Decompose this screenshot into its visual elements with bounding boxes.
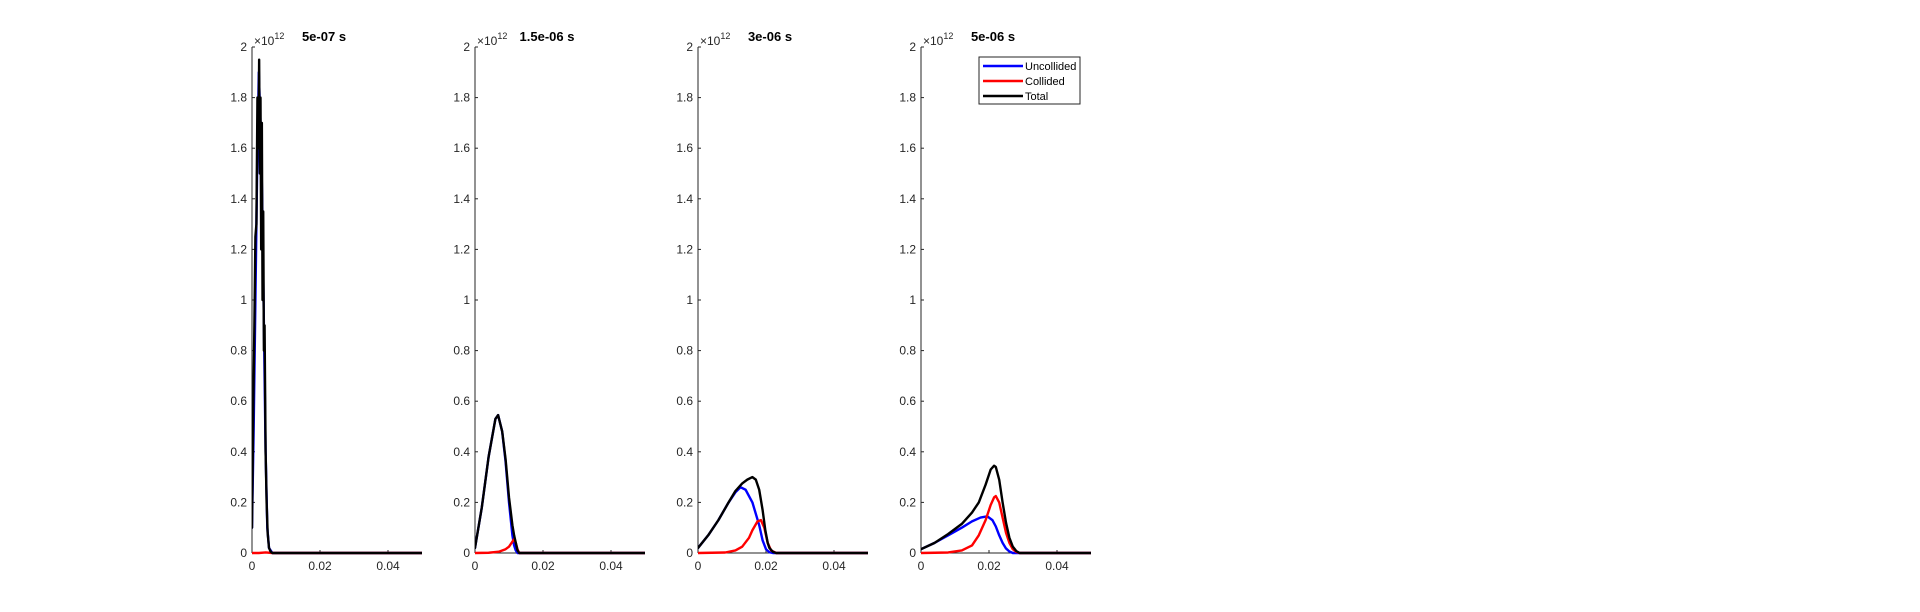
y-tick-label: 1.6 (676, 141, 693, 155)
y-exponent-base: ×10 (923, 34, 944, 48)
x-tick-label: 0.02 (531, 559, 555, 573)
y-tick-label: 1.6 (453, 141, 470, 155)
y-tick-label: 0.6 (453, 394, 470, 408)
y-tick-label: 2 (240, 40, 247, 54)
legend-label: Total (1025, 91, 1048, 103)
y-tick-label: 0.6 (676, 394, 693, 408)
series-line-collided (698, 518, 868, 555)
y-tick-label: 1.2 (453, 242, 470, 256)
series-line-uncollided (921, 515, 1091, 555)
y-tick-label: 1.8 (453, 91, 470, 105)
subplot-3: 0 0.2 0.4 0.6 0.8 1 1.2 1.4 1.6 1.8 2 0 0.02 0.04 ×101… (676, 29, 868, 573)
x-tick-label: 0.02 (977, 559, 1001, 573)
subplot-title: 1.5e-06 s (520, 29, 575, 44)
x-tick-label: 0 (249, 559, 256, 573)
legend-label: Uncollided (1025, 61, 1076, 73)
y-exponent-label: ×1012 (254, 31, 284, 48)
y-tick-label: 0.6 (899, 394, 916, 408)
y-tick-label: 0.4 (230, 445, 247, 459)
y-tick-label: 1 (240, 293, 247, 307)
y-exponent-label: ×1012 (477, 31, 507, 48)
x-tick-label: 0.04 (376, 559, 400, 573)
y-tick-label: 1.4 (453, 192, 470, 206)
y-tick-label: 1.8 (230, 91, 247, 105)
y-tick-label: 1.2 (230, 242, 247, 256)
y-tick-label: 0.2 (453, 495, 470, 509)
x-tick-label: 0 (472, 559, 479, 573)
series-line-uncollided (252, 71, 422, 555)
y-tick-label: 0 (909, 546, 916, 560)
y-tick-label: 0 (686, 546, 693, 560)
y-tick-label: 1.2 (676, 242, 693, 256)
y-tick-label: 0.6 (230, 394, 247, 408)
y-tick-label: 0 (240, 546, 247, 560)
y-tick-label: 0.8 (453, 344, 470, 358)
y-tick-label: 0.8 (676, 344, 693, 358)
y-tick-label: 1.8 (899, 91, 916, 105)
x-tick-label: 0 (918, 559, 925, 573)
x-tick-label: 0.04 (822, 559, 846, 573)
y-tick-label: 0.8 (230, 344, 247, 358)
y-tick-label: 1.2 (899, 242, 916, 256)
subplot-title: 5e-06 s (971, 29, 1015, 44)
y-exponent-power: 12 (720, 31, 730, 41)
subplot-title: 3e-06 s (748, 29, 792, 44)
y-exponent-base: ×10 (254, 34, 275, 48)
x-tick-label: 0.04 (599, 559, 623, 573)
y-tick-label: 1.8 (676, 91, 693, 105)
x-tick-label: 0.04 (1045, 559, 1069, 573)
series-line-total (475, 413, 645, 555)
y-tick-label: 1 (463, 293, 470, 307)
y-tick-label: 1 (686, 293, 693, 307)
y-tick-label: 0.2 (676, 495, 693, 509)
y-exponent-power: 12 (943, 31, 953, 41)
y-tick-label: 0.4 (899, 445, 916, 459)
y-exponent-base: ×10 (700, 34, 721, 48)
y-exponent-base: ×10 (477, 34, 498, 48)
y-tick-label: 2 (909, 40, 916, 54)
subplot-1: 0 0.2 0.4 0.6 0.8 1 1.2 1.4 1.6 1.8 2 0 0.02 0.04 ×101… (230, 29, 422, 573)
series-line-collided (475, 537, 645, 555)
series-line-collided (921, 494, 1091, 555)
y-tick-label: 1.4 (676, 192, 693, 206)
y-tick-label: 1 (909, 293, 916, 307)
y-tick-label: 0 (463, 546, 470, 560)
y-exponent-power: 12 (274, 31, 284, 41)
subplot-2: 00.20.40.60.811.21.41.61.820 0.02 0.04×101… (453, 29, 645, 573)
y-tick-label: 1.4 (899, 192, 916, 206)
series-line-uncollided (698, 486, 868, 555)
subplot-4: 0 0.2 0.4 0.6 0.8 1 1.2 1.4 1.6 1.8 2 0 0.02 0.04 ×101… (899, 29, 1091, 573)
x-tick-label: 0.02 (308, 559, 332, 573)
x-tick-label: 0.02 (754, 559, 778, 573)
legend-label: Collided (1025, 76, 1065, 88)
x-tick-label: 0 (695, 559, 702, 573)
y-tick-label: 2 (463, 40, 470, 54)
y-exponent-label: ×1012 (700, 31, 730, 48)
y-tick-label: 0.2 (230, 495, 247, 509)
y-tick-label: 0.8 (899, 344, 916, 358)
y-exponent-label: ×1012 (923, 31, 953, 48)
y-tick-label: 1.6 (230, 141, 247, 155)
series-line-total (698, 475, 868, 555)
y-tick-label: 0.4 (453, 445, 470, 459)
y-tick-label: 1.6 (899, 141, 916, 155)
subplot-title: 5e-07 s (302, 29, 346, 44)
y-exponent-power: 12 (497, 31, 507, 41)
y-tick-label: 0.2 (899, 495, 916, 509)
legend: Uncollided Collided Total (978, 56, 1081, 105)
series-line-total (921, 464, 1091, 555)
series-line-total (252, 58, 422, 555)
series-line-uncollided (475, 413, 645, 555)
y-tick-label: 0.4 (676, 445, 693, 459)
y-tick-label: 2 (686, 40, 693, 54)
y-tick-label: 1.4 (230, 192, 247, 206)
